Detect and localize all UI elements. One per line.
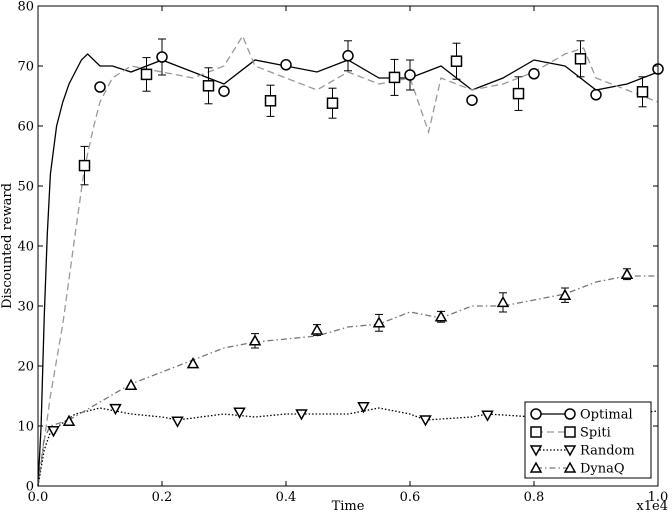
series-line-random [37,407,659,487]
x-scale-label: x1e4 [636,499,668,514]
marker-random [357,402,370,414]
marker-optimal [280,59,292,71]
y-tick-label: 60 [17,120,34,135]
marker-optimal [218,85,230,97]
legend-marker [529,461,543,473]
y-tick-label: 80 [17,0,34,15]
marker-optimal [156,51,168,63]
marker-spiti [388,71,401,84]
series-layer [37,34,659,487]
legend-marker [563,461,577,473]
marker-optimal [404,69,416,81]
marker-dynaq [620,267,634,279]
legend-marker [530,408,542,420]
marker-dynaq [62,414,76,426]
marker-random [47,426,60,438]
marker-optimal [590,89,602,101]
marker-optimal [466,94,478,106]
y-axis-label: Discounted reward [0,183,15,309]
marker-layer [47,38,664,438]
marker-dynaq [434,310,448,322]
x-tick-label: 1.0 [648,490,669,505]
marker-spiti [574,53,587,65]
x-tick-label: 0.0 [28,490,49,505]
x-axis-label: Time [332,499,365,514]
x-tick-label: 0.6 [400,490,421,505]
marker-random [419,415,432,427]
y-tick-label: 50 [17,180,34,195]
x-tick-label: 0.2 [152,490,173,505]
marker-random [109,403,122,416]
marker-optimal [342,50,354,62]
y-tick-label: 40 [17,240,34,255]
marker-dynaq [372,316,386,328]
tick-layer: 0.0 0.2 0.4 0.6 0.8 1.0 0 10 20 30 40 50 60 70 80 [17,0,668,505]
marker-spiti [636,86,649,98]
marker-dynaq [186,357,200,369]
marker-spiti [450,55,463,67]
legend-marker [530,426,542,438]
legend-label-random: Random [580,444,635,459]
marker-spiti [264,95,277,107]
legend-label-dynaq: DynaQ [580,462,625,477]
series-line-optimal [37,53,659,487]
marker-dynaq [124,378,138,390]
marker-optimal [528,68,540,80]
legend-marker [564,426,576,438]
legend-marker [563,445,577,457]
marker-optimal [94,81,106,93]
marker-random [171,416,184,428]
y-tick-label: 70 [17,60,34,75]
marker-spiti [512,87,525,100]
legend-entries: Optimal Spiti Random DynaQ [529,408,635,477]
y-tick-label: 20 [17,360,34,375]
legend-box [524,401,652,479]
marker-dynaq [558,288,572,300]
marker-dynaq [248,334,262,346]
marker-spiti [326,97,339,109]
y-tick-label: 30 [17,300,34,315]
legend: Optimal Spiti Random DynaQ [524,401,652,479]
marker-dynaq [310,323,324,335]
y-tick-label: 0 [26,480,34,495]
legend-label-optimal: Optimal [580,408,633,423]
legend-label-spiti: Spiti [580,426,611,441]
x-tick-label: 0.4 [276,490,297,505]
series-line-spiti [37,34,659,487]
series-line-dynaq [37,275,658,487]
marker-random [233,407,246,419]
marker-spiti [78,159,91,172]
y-tick-label: 10 [17,420,34,435]
marker-spiti [202,80,215,92]
marker-spiti [140,68,153,81]
legend-marker [564,408,576,420]
marker-dynaq [496,295,510,308]
marker-random [481,410,494,422]
marker-random [295,409,308,421]
x-tick-label: 0.8 [524,490,545,505]
legend-marker [529,445,543,457]
